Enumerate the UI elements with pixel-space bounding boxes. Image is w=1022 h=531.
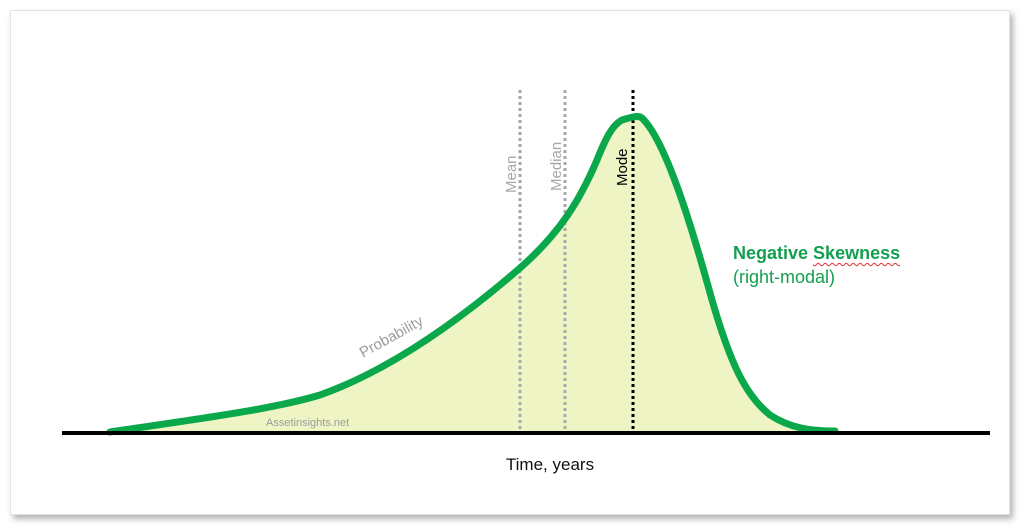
chart-annotation: Negative Skewness (right-modal): [733, 242, 1003, 290]
mean-label: Mean: [503, 155, 520, 193]
annotation-title-prefix: Negative: [733, 243, 814, 263]
annotation-title-underlined: Skewness: [813, 243, 901, 263]
probability-area: [110, 116, 835, 432]
annotation-title: Negative Skewness: [733, 242, 1003, 264]
x-axis-label: Time, years: [505, 455, 595, 474]
watermark-text: Assetinsights.net: [266, 417, 349, 429]
probability-curve: [106, 113, 839, 436]
annotation-subtitle: (right-modal): [733, 267, 836, 287]
mode-label: Mode: [614, 148, 631, 186]
median-label: Median: [548, 142, 565, 191]
